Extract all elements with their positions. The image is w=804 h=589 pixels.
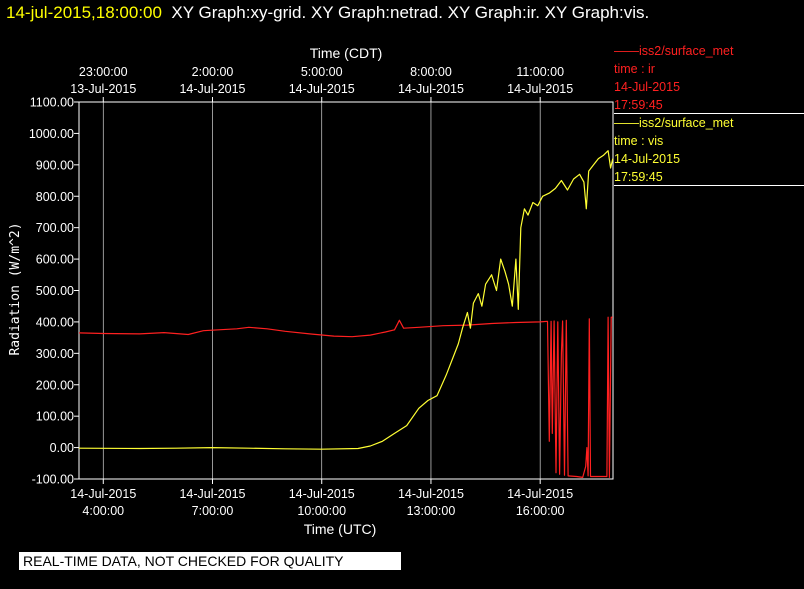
y-tick-label: 100.00 (36, 410, 74, 424)
x-top-tick-time: 11:00:00 (516, 65, 564, 79)
x-top-tick-time: 5:00:00 (301, 65, 343, 79)
x-top-tick-date: 14-Jul-2015 (398, 82, 464, 96)
y-tick-label: 200.00 (36, 378, 74, 392)
legend-entry-ir: ——iss2/surface_met time : ir 14-Jul-2015… (614, 42, 804, 114)
x-tick-time: 16:00:00 (516, 504, 565, 518)
legend-vis-variable: time : vis (614, 134, 664, 148)
header-bar: 14-jul-2015,18:00:00 XY Graph:xy-grid. X… (6, 2, 649, 24)
y-tick-label: 1100.00 (30, 96, 74, 110)
y-tick-label: 0.00 (50, 441, 74, 455)
y-tick-label: 800.00 (36, 190, 74, 204)
y-tick-label: 500.00 (36, 284, 74, 298)
x-tick-date: 14-Jul-2015 (289, 487, 355, 501)
series-line-vis (78, 150, 614, 450)
legend-vis-date: 14-Jul-2015 (614, 152, 681, 166)
y-tick-label: -100.00 (32, 473, 74, 487)
y-tick-label: 400.00 (36, 315, 74, 329)
y-tick-label: 300.00 (36, 347, 74, 361)
x-top-tick-date: 13-Jul-2015 (70, 82, 136, 96)
x-tick-date: 14-Jul-2015 (507, 487, 573, 501)
x-top-tick-time: 23:00:00 (79, 65, 128, 79)
x-tick-time: 7:00:00 (192, 504, 234, 518)
x-tick-time: 4:00:00 (82, 504, 124, 518)
quality-warning-banner: REAL-TIME DATA, NOT CHECKED FOR QUALITY (19, 552, 401, 570)
series-layer (78, 150, 614, 478)
legend-ir-date: 14-Jul-2015 (614, 80, 681, 94)
axes: 14-Jul-2015 4:00:00 23:00:00 13-Jul-2015 14-… (29, 65, 573, 518)
x-tick-time: 13:00:00 (407, 504, 456, 518)
header-timestamp: 14-jul-2015,18:00:00 (6, 3, 162, 22)
legend-ir-time: 17:59:45 (614, 98, 663, 112)
x-axis-label: Time (UTC) (304, 521, 377, 537)
x-top-tick-date: 14-Jul-2015 (507, 82, 573, 96)
x-axis-top-label: Time (CDT) (310, 45, 383, 61)
y-axis-label: Radiation (W/m^2) (8, 222, 23, 355)
legend-divider (614, 185, 804, 186)
header-graph-list: XY Graph:xy-grid. XY Graph:netrad. XY Gr… (171, 3, 650, 22)
legend-ir-variable: time : ir (614, 62, 655, 76)
y-tick-label: 600.00 (36, 253, 74, 267)
grid-lines (102, 102, 541, 479)
x-top-tick-time: 8:00:00 (410, 65, 452, 79)
x-top-tick-time: 2:00:00 (192, 65, 234, 79)
x-tick-time: 10:00:00 (297, 504, 346, 518)
series-line-ir (78, 316, 613, 478)
y-tick-label: 700.00 (36, 221, 74, 235)
y-tick-label: 900.00 (36, 158, 74, 172)
x-tick-date: 14-Jul-2015 (70, 487, 136, 501)
x-tick-date: 14-Jul-2015 (398, 487, 464, 501)
legend-ir-source: ——iss2/surface_met (614, 44, 734, 58)
x-top-tick-date: 14-Jul-2015 (179, 82, 245, 96)
plot-frame (78, 101, 614, 480)
x-tick-date: 14-Jul-2015 (179, 487, 245, 501)
x-top-tick-date: 14-Jul-2015 (289, 82, 355, 96)
legend-vis-source: ——iss2/surface_met (614, 116, 734, 130)
legend-entry-vis: ——iss2/surface_met time : vis 14-Jul-201… (614, 114, 804, 186)
legend-vis-time: 17:59:45 (614, 170, 663, 184)
legend-divider (614, 113, 804, 114)
y-tick-label: 1000.00 (29, 127, 74, 141)
